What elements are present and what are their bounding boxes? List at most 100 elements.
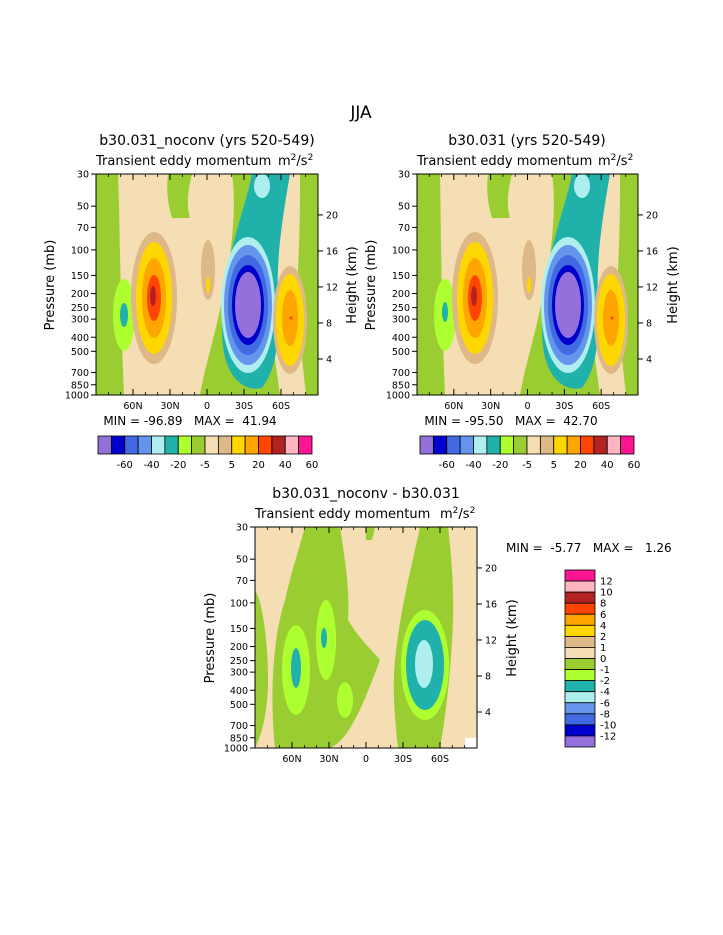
contour-max-dot (610, 316, 614, 320)
diff-teal-west (291, 648, 301, 688)
y-tick-label: 1000 (386, 391, 410, 402)
y-tick-label: 850 (230, 733, 248, 744)
contour-dark-red (471, 286, 477, 306)
page-title: JJA (349, 103, 372, 123)
y-tick-label: 1000 (65, 391, 89, 402)
y-tick-label: 500 (392, 347, 410, 358)
y-axis-right-label: Height (km) (666, 246, 681, 323)
colorbar-swatch (564, 591, 596, 604)
x-tick-label: 60S (431, 754, 449, 765)
colorbar-label: 60 (628, 460, 641, 471)
x-tick-label: 30N (319, 754, 338, 765)
colorbar-label: -5 (522, 460, 532, 471)
y-tick-label: 300 (71, 315, 89, 326)
y-right-tick-label: 4 (646, 354, 652, 365)
x-tick-label: 60N (444, 401, 463, 412)
colorbar-label: -20 (492, 460, 508, 471)
colorbar-swatch (97, 435, 112, 455)
diff-green-top (366, 527, 375, 540)
contour-green-top (167, 174, 192, 218)
colorbar-label: -1 (600, 665, 610, 676)
contour-dark-red (150, 286, 156, 306)
panel-difference: b30.031_noconv - b30.031 Transient eddy … (203, 486, 672, 765)
y-tick-label: 300 (230, 668, 248, 679)
y-tick-label: 400 (71, 333, 89, 344)
colorbar-swatch (298, 435, 313, 455)
y-tick-label: 300 (392, 315, 410, 326)
contour-tan-equator (201, 240, 215, 300)
colorbar-swatch (564, 635, 596, 648)
colorbar-swatch (486, 435, 501, 455)
colorbar-swatch (564, 602, 596, 615)
x-tick-label: 30S (235, 401, 253, 412)
contour-yellow-equator (206, 277, 210, 293)
colorbar-label: -40 (143, 460, 159, 471)
units-label: m2/s2 (598, 153, 633, 169)
contour-field (417, 174, 638, 395)
colorbar-swatch (513, 435, 528, 455)
y-tick-label: 50 (398, 202, 410, 213)
colorbar-swatch (539, 435, 555, 455)
y-tick-label: 30 (77, 170, 89, 181)
colorbar-label: -60 (439, 460, 455, 471)
y-tick-label: 1000 (224, 744, 248, 755)
y-tick-label: 70 (236, 576, 248, 587)
panel-left: b30.031_noconv (yrs 520-549) Transient e… (43, 133, 360, 471)
colorbar-swatch (564, 724, 596, 737)
panel-title: b30.031_noconv (yrs 520-549) (99, 133, 314, 149)
x-tick-label: 30N (160, 401, 179, 412)
y-tick-label: 50 (77, 202, 89, 213)
contour-purple (555, 272, 581, 338)
colorbar-swatch (204, 435, 219, 455)
colorbar-swatch (124, 435, 139, 455)
colorbar-swatch (231, 435, 246, 455)
y-tick-label: 700 (71, 368, 89, 379)
y-right-tick-label: 8 (326, 318, 332, 329)
colorbar-swatch (566, 435, 581, 455)
colorbar-swatch (564, 691, 596, 704)
panel-title: b30.031 (yrs 520-549) (448, 133, 606, 149)
x-tick-label: 60S (592, 401, 610, 412)
colorbar-label: 6 (600, 610, 606, 621)
colorbar-swatch (151, 435, 166, 455)
panel-subtitle: Transient eddy momentum (416, 154, 592, 169)
colorbar-swatch (564, 702, 596, 715)
colorbar-label: 10 (600, 588, 613, 599)
colorbar-label: -10 (600, 720, 616, 731)
y-tick-label: 400 (230, 686, 248, 697)
colorbar-swatch (110, 435, 126, 455)
y-tick-label: 400 (392, 333, 410, 344)
y-right-tick-label: 20 (485, 563, 497, 574)
y-tick-label: 500 (230, 700, 248, 711)
colorbar-label: -40 (465, 460, 481, 471)
y-tick-label: 250 (392, 303, 410, 314)
colorbar-swatch (177, 435, 193, 455)
x-tick-label: 0 (204, 401, 210, 412)
x-tick-label: 60N (282, 754, 301, 765)
y-axis-label: Pressure (mb) (364, 240, 379, 331)
colorbar-swatch (553, 435, 568, 455)
y-tick-label: 850 (392, 380, 410, 391)
y-right-tick-label: 16 (646, 246, 658, 257)
colorbar-label: 20 (574, 460, 587, 471)
min-max-stats: MIN = -95.50 MAX = 42.70 (424, 414, 597, 428)
y-axis-right-label: Height (km) (505, 599, 520, 676)
colorbar-label: -12 (600, 731, 616, 742)
colorbar-label: 40 (279, 460, 292, 471)
colorbar-swatch (620, 435, 635, 455)
y-tick-label: 100 (392, 245, 410, 256)
colorbar-label: 8 (600, 599, 606, 610)
colorbar-label: 20 (252, 460, 265, 471)
colorbar-label: -5 (200, 460, 210, 471)
colorbar-swatch (459, 435, 474, 455)
x-tick-label: 30S (394, 754, 412, 765)
colorbar-swatch (564, 624, 596, 637)
diff-teal-center (321, 628, 327, 648)
y-tick-label: 700 (230, 721, 248, 732)
x-tick-label: 60N (123, 401, 142, 412)
contour-max-dot (289, 316, 293, 320)
colorbar-label: -6 (600, 698, 610, 709)
